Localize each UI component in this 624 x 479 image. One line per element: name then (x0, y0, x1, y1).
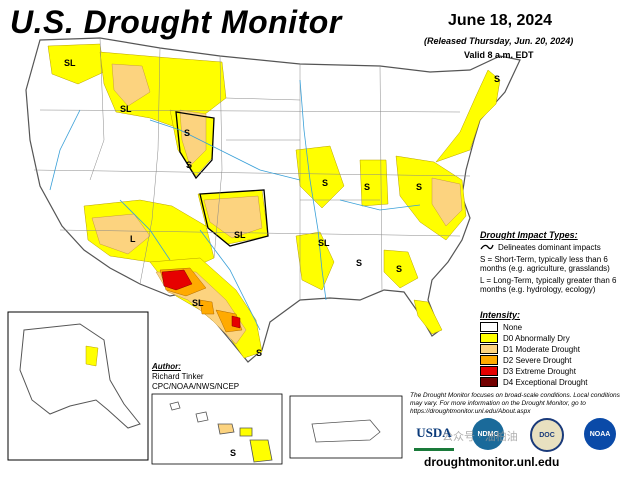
map-label-sl-2: SL (120, 104, 132, 114)
intensity-swatch (480, 355, 498, 365)
intensity-row: D1 Moderate Drought (480, 344, 624, 354)
intensity-rows: None D0 Abnormally Dry D1 Moderate Drought… (480, 322, 624, 387)
map-label-sl-4: SL (318, 238, 330, 248)
map-label-s-8: S (256, 348, 262, 358)
impact-legend-heading: Drought Impact Types: (480, 230, 578, 240)
ndmc-logo: NDMC (472, 418, 504, 450)
map-label-s-10: S (230, 448, 236, 458)
map-label-s-6: S (356, 258, 362, 268)
author-org: CPC/NOAA/NWS/NCEP (152, 382, 240, 391)
logo-strip: USDA NDMC DOC NOAA 公众号 · 油柏油 (414, 418, 624, 452)
doc-logo: DOC (530, 418, 564, 452)
impact-legend: Drought Impact Types: Delineates dominan… (480, 230, 624, 297)
hawaii-islands (169, 401, 273, 463)
intensity-row: D3 Extreme Drought (480, 366, 624, 376)
map-label-l: L (130, 234, 136, 244)
intensity-row: D0 Abnormally Dry (480, 333, 624, 343)
impact-delineations (175, 111, 269, 247)
impact-short-term-text: S = Short-Term, typically less than 6 mo… (480, 255, 610, 273)
map-label-s-5: S (416, 182, 422, 192)
intensity-label: D1 Moderate Drought (503, 344, 580, 354)
author-block: Author: Richard Tinker CPC/NOAA/NWS/NCEP (152, 362, 239, 392)
intensity-swatch (480, 333, 498, 343)
d3-areas (161, 269, 241, 329)
delineation-line-icon (480, 244, 494, 250)
monitor-url[interactable]: droughtmonitor.unl.edu (424, 455, 560, 469)
intensity-swatch (480, 344, 498, 354)
intensity-label: D3 Extreme Drought (503, 366, 576, 376)
intensity-row: None (480, 322, 624, 332)
alaska-d0 (85, 345, 99, 367)
map-label-s-3: S (322, 178, 328, 188)
map-label-s-1: S (184, 128, 190, 138)
released-date: (Released Thursday, Jun. 20, 2024) (424, 36, 574, 46)
intensity-swatch (480, 322, 498, 332)
valid-time: Valid 8 a.m. EDT (464, 50, 534, 60)
map-label-s-4: S (364, 182, 370, 192)
impact-short-term-row: S = Short-Term, typically less than 6 mo… (480, 255, 624, 273)
usda-logo: USDA (414, 418, 454, 451)
impact-delineates-row: Delineates dominant impacts (480, 243, 624, 252)
map-label-sl-5: SL (192, 298, 204, 308)
watermark-text: 公众号 · 油柏油 (442, 431, 518, 443)
map-label-s-2: S (186, 160, 192, 170)
impact-long-term-text: L = Long-Term, typically greater than 6 … (480, 276, 617, 294)
disclaimer-note: The Drought Monitor focuses on broad-sca… (410, 392, 620, 415)
map-date: June 18, 2024 (448, 12, 553, 29)
intensity-label: D4 Exceptional Drought (503, 377, 588, 387)
intensity-swatch (480, 377, 498, 387)
rivers (49, 79, 421, 331)
intensity-label: D0 Abnormally Dry (503, 333, 570, 343)
intensity-row: D4 Exceptional Drought (480, 377, 624, 387)
author-heading: Author: (152, 362, 181, 371)
intensity-label: D2 Severe Drought (503, 355, 572, 365)
map-label-sl-3: SL (234, 230, 246, 240)
impact-long-term-row: L = Long-Term, typically greater than 6 … (480, 276, 624, 294)
intensity-row: D2 Severe Drought (480, 355, 624, 365)
puerto-rico (311, 419, 381, 443)
intensity-legend: Intensity: None D0 Abnormally Dry D1 Moder… (480, 310, 624, 388)
state-borders (33, 37, 471, 300)
intensity-label: None (503, 322, 523, 332)
intensity-heading: Intensity: (480, 310, 521, 320)
map-label-s-9: S (494, 74, 500, 84)
map-label-s-7: S (396, 264, 402, 274)
noaa-logo: NOAA (584, 418, 616, 450)
map-title: U.S. Drought Monitor (10, 4, 342, 40)
alaska-outline (19, 323, 141, 429)
impact-delineates-text: Delineates dominant impacts (498, 243, 601, 252)
author-name: Richard Tinker (152, 372, 204, 381)
intensity-swatch (480, 366, 498, 376)
map-label-sl-1: SL (64, 58, 76, 68)
